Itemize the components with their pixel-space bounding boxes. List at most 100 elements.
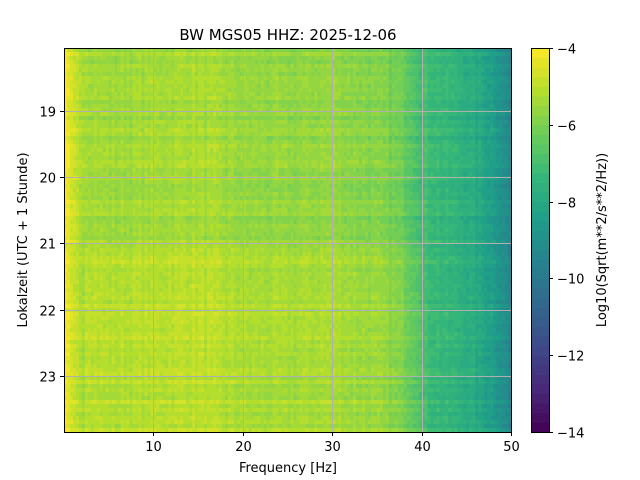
heatmap-cell — [186, 60, 190, 65]
heatmap-cell — [162, 64, 166, 69]
heatmap-cell — [132, 80, 137, 85]
heatmap-cell — [221, 52, 226, 57]
heatmap-cell — [385, 100, 390, 105]
heatmap-cell — [448, 68, 452, 73]
heatmap-cell — [69, 168, 74, 173]
heatmap-cell — [493, 112, 497, 117]
heatmap-cell — [332, 56, 336, 61]
heatmap-cell — [84, 116, 89, 121]
heatmap-cell — [499, 108, 503, 113]
heatmap-cell — [87, 88, 92, 93]
heatmap-cell — [448, 72, 452, 77]
heatmap-cell — [320, 160, 324, 165]
heatmap-cell — [338, 92, 342, 97]
heatmap-cell — [481, 48, 485, 53]
heatmap-cell — [66, 104, 71, 109]
heatmap-cell — [99, 60, 104, 65]
heatmap-cell — [248, 112, 253, 117]
heatmap-cell — [439, 152, 443, 157]
heatmap-cell — [180, 140, 184, 145]
heatmap-cell — [221, 80, 226, 85]
heatmap-cell — [442, 176, 446, 181]
heatmap-cell — [457, 108, 461, 113]
heatmap-cell — [129, 180, 134, 185]
heatmap-cell — [269, 116, 274, 121]
heatmap-cell — [439, 48, 443, 53]
heatmap-cell — [198, 148, 202, 153]
heatmap-cell — [406, 164, 411, 169]
heatmap-cell — [496, 100, 500, 105]
heatmap-cell — [64, 60, 68, 65]
heatmap-cell — [141, 168, 145, 173]
heatmap-cell — [147, 84, 151, 89]
heatmap-cell — [490, 160, 494, 165]
heatmap-cell — [69, 60, 74, 65]
heatmap-cell — [448, 84, 452, 89]
heatmap-cell — [114, 136, 119, 141]
heatmap-cell — [245, 132, 250, 137]
heatmap-cell — [496, 84, 500, 89]
heatmap-cell — [347, 88, 351, 93]
heatmap-cell — [454, 76, 458, 81]
heatmap-cell — [296, 84, 300, 89]
heatmap-cell — [317, 176, 321, 181]
heatmap-cell — [171, 168, 175, 173]
heatmap-cell — [350, 108, 354, 113]
heatmap-cell — [105, 176, 110, 181]
heatmap-cell — [370, 156, 375, 161]
heatmap-cell — [72, 168, 77, 173]
heatmap-cell — [69, 100, 74, 105]
heatmap-cell — [370, 100, 375, 105]
heatmap-cell — [445, 172, 449, 177]
heatmap-cell — [153, 124, 157, 129]
heatmap-cell — [370, 96, 375, 101]
heatmap-cell — [141, 108, 145, 113]
heatmap-cell — [463, 164, 467, 169]
heatmap-cell — [290, 84, 294, 89]
heatmap-cell — [207, 116, 211, 121]
heatmap-cell — [427, 48, 432, 53]
heatmap-cell — [344, 64, 348, 69]
heatmap-cell — [135, 96, 139, 101]
heatmap-cell — [90, 48, 95, 53]
heatmap-cell — [114, 100, 119, 105]
heatmap-cell — [493, 48, 497, 53]
heatmap-cell — [156, 68, 160, 73]
heatmap-cell — [481, 116, 485, 121]
heatmap-cell — [141, 100, 145, 105]
heatmap-cell — [245, 104, 250, 109]
heatmap-cell — [93, 152, 98, 157]
heatmap-cell — [275, 112, 280, 117]
heatmap-cell — [236, 68, 241, 73]
heatmap-cell — [451, 144, 455, 149]
heatmap-cell — [415, 108, 420, 113]
heatmap-cell — [171, 140, 175, 145]
heatmap-cell — [338, 52, 342, 57]
heatmap-cell — [496, 108, 500, 113]
heatmap-cell — [186, 112, 190, 117]
heatmap-cell — [454, 172, 458, 177]
heatmap-cell — [87, 60, 92, 65]
heatmap-cell — [332, 80, 336, 85]
heatmap-cell — [156, 88, 160, 93]
heatmap-cell — [460, 52, 464, 57]
heatmap-cell — [344, 72, 348, 77]
heatmap-cell — [454, 140, 458, 145]
heatmap-cell — [394, 56, 399, 61]
heatmap-cell — [418, 132, 423, 137]
heatmap-cell — [329, 88, 333, 93]
heatmap-cell — [260, 96, 265, 101]
heatmap-cell — [344, 176, 348, 181]
heatmap-cell — [445, 128, 449, 133]
heatmap-cell — [102, 176, 107, 181]
heatmap-cell — [332, 68, 336, 73]
heatmap-cell — [508, 100, 512, 105]
heatmap-cell — [430, 168, 435, 173]
heatmap-cell — [332, 76, 336, 81]
heatmap-cell — [412, 56, 417, 61]
heatmap-cell — [120, 112, 125, 117]
heatmap-cell — [221, 48, 226, 53]
heatmap-cell — [460, 100, 464, 105]
heatmap-cell — [353, 96, 357, 101]
heatmap-cell — [439, 108, 443, 113]
